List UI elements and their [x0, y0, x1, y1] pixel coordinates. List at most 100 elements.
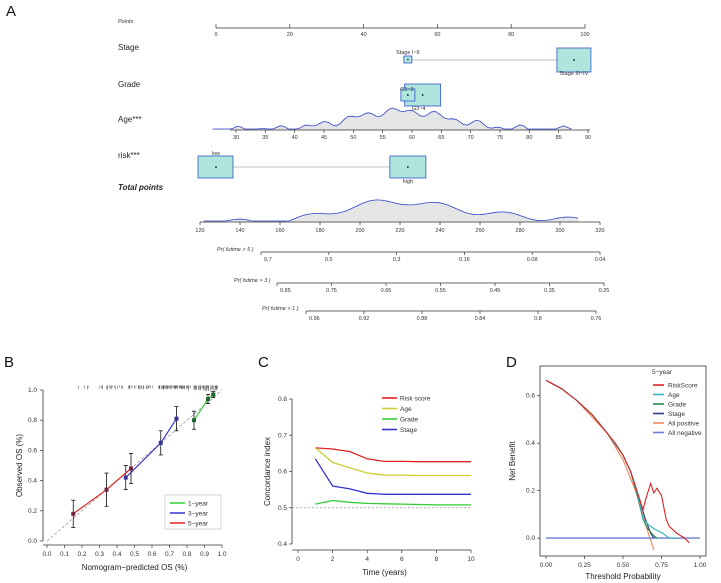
concordance-line — [315, 448, 471, 462]
total-tick-label: 180 — [315, 228, 324, 234]
survival-tick-label: 0.5 — [325, 257, 333, 263]
x-tick-label: 10 — [467, 556, 475, 563]
data-point — [206, 397, 210, 401]
data-point — [192, 418, 196, 422]
age-tick-label: 65 — [438, 135, 444, 141]
age-tick-label: 85 — [556, 135, 562, 141]
age-density-fill — [213, 108, 572, 130]
data-point — [129, 467, 133, 471]
points-tick-label: 20 — [287, 32, 293, 38]
legend-label: Stage — [668, 411, 685, 418]
x-tick-label: 0.2 — [77, 551, 86, 558]
y-tick-label: 0.8 — [28, 417, 37, 424]
survival-tick-label: 0.65 — [381, 288, 392, 294]
x-tick-label: 1.00 — [694, 562, 707, 569]
age-tick-label: 50 — [350, 135, 356, 141]
panel-letter-c: C — [258, 354, 269, 371]
total-tick-label: 300 — [555, 228, 564, 234]
risk-dot-low — [215, 166, 217, 168]
figure: A PointsStageGradeAge***risk***Total poi… — [0, 0, 721, 583]
age-label: Age*** — [118, 115, 142, 124]
net-benefit-line — [546, 380, 654, 550]
x-tick-label: 8 — [435, 556, 439, 563]
age-tick-label: 55 — [380, 135, 386, 141]
survival-row-label: Pr( futime > 5 ) — [217, 247, 254, 253]
stage-level-high: Stage III~IV — [559, 71, 588, 77]
legend-label: Age — [400, 406, 412, 413]
y-tick-label: 0.2 — [526, 488, 535, 495]
survival-tick-label: 0.35 — [544, 288, 555, 294]
total-tick-label: 260 — [475, 228, 484, 234]
age-tick-label: 80 — [526, 135, 532, 141]
x-tick-label: 6 — [400, 556, 404, 563]
y-tick-label: 0.4 — [278, 541, 287, 548]
calibration-line — [194, 395, 213, 421]
y-tick-label: 0.5 — [278, 505, 287, 512]
legend-label: Age — [668, 392, 680, 399]
x-tick-label: 0.00 — [540, 562, 553, 569]
panel-letter-d: D — [506, 354, 517, 371]
points-label: Points — [118, 19, 134, 25]
survival-tick-label: 0.84 — [475, 316, 486, 322]
y-axis-title: Net Benefit — [508, 440, 517, 480]
data-point — [175, 417, 179, 421]
risk-level-low: low — [212, 151, 220, 157]
survival-tick-label: 0.25 — [599, 288, 610, 294]
grade-dot-high — [422, 94, 424, 96]
legend-label: 5−year — [188, 521, 209, 528]
y-tick-label: 0.6 — [278, 469, 287, 476]
x-axis-title: Threshold Probability — [585, 572, 660, 581]
x-tick-label: 0.4 — [112, 551, 121, 558]
x-tick-label: 0.1 — [60, 551, 69, 558]
total-tick-label: 200 — [355, 228, 364, 234]
stage-label: Stage — [118, 43, 139, 52]
total-points-label: Total points — [118, 183, 164, 192]
y-axis-title: Observed OS (%) — [15, 434, 24, 497]
y-tick-label: 1.0 — [28, 387, 37, 394]
survival-tick-label: 0.76 — [591, 316, 602, 322]
net-benefit-line — [546, 380, 657, 538]
points-tick-label: 100 — [580, 32, 589, 38]
risk-label: risk*** — [118, 151, 140, 160]
x-tick-label: 0.5 — [130, 551, 139, 558]
legend-label: Grade — [668, 402, 686, 409]
y-tick-label: 0.0 — [28, 538, 37, 545]
legend-label: RiskScore — [668, 383, 698, 390]
points-tick-label: 80 — [508, 32, 514, 38]
legend-label: 1−year — [188, 501, 209, 508]
legend-label: Risk score — [400, 396, 431, 403]
x-tick-label: 0.3 — [95, 551, 104, 558]
x-tick-label: 1.0 — [217, 551, 226, 558]
age-tick-label: 45 — [321, 135, 327, 141]
survival-tick-label: 0.88 — [417, 316, 428, 322]
survival-tick-label: 0.04 — [595, 257, 606, 263]
y-tick-label: 0.4 — [28, 478, 37, 485]
x-tick-label: 0.8 — [182, 551, 191, 558]
data-point — [71, 512, 75, 516]
nomogram-panel: A Points Stage Grade Age*** risk*** Total poi… — [6, 3, 609, 322]
survival-tick-label: 0.08 — [527, 257, 538, 263]
total-tick-label: 220 — [395, 228, 404, 234]
legend-label: All negative — [668, 430, 702, 437]
stage-dot-high — [573, 59, 575, 61]
age-tick-label: 30 — [233, 135, 239, 141]
survival-tick-label: 0.75 — [326, 288, 337, 294]
x-tick-label: 0 — [296, 556, 300, 563]
x-tick-label: 0.7 — [165, 551, 174, 558]
points-tick-label: 40 — [361, 32, 367, 38]
age-tick-label: 60 — [409, 135, 415, 141]
age-tick-label: 70 — [468, 135, 474, 141]
legend-label: 3−year — [188, 511, 209, 518]
data-point — [105, 488, 109, 492]
survival-row-label: Pr( futime > 3 ) — [234, 278, 271, 284]
risk-dot-high — [407, 166, 409, 168]
x-tick-label: 0.75 — [655, 562, 668, 569]
x-tick-label: 4 — [365, 556, 369, 563]
y-axis-title: Concordance index — [263, 437, 272, 506]
x-tick-label: 0.25 — [578, 562, 591, 569]
x-tick-label: 0.0 — [42, 551, 51, 558]
y-tick-label: 0.8 — [278, 396, 287, 403]
age-tick-label: 35 — [262, 135, 268, 141]
net-benefit-line — [546, 380, 654, 538]
y-tick-label: 0.6 — [28, 447, 37, 454]
